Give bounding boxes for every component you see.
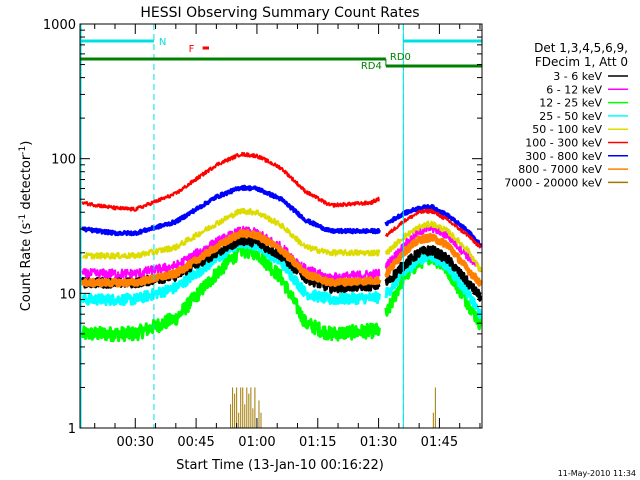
series-line-3-6keV <box>384 245 483 302</box>
legend-label: 50 - 100 keV <box>532 123 602 136</box>
rd0-label: RD0 <box>390 52 411 63</box>
legend-label: 12 - 25 keV <box>539 97 602 110</box>
x-tick-label: 01:15 <box>299 435 336 450</box>
legend-header-line2: FDecim 1, Att 0 <box>535 55 628 69</box>
series-line-6-12keV <box>81 225 381 283</box>
x-tick-label: 01:45 <box>421 435 458 450</box>
x-tick-label: 01:00 <box>238 435 275 450</box>
y-tick-label: 1 <box>68 422 76 437</box>
series-line-800-7000keV <box>80 229 382 288</box>
timestamp: 11-May-2010 11:34 <box>558 469 636 478</box>
series-line-300-800keV <box>384 203 483 248</box>
plot-frame <box>79 23 483 429</box>
x-tick-label: 00:45 <box>177 435 214 450</box>
series-line-100-300keV <box>384 208 482 249</box>
chart-title: HESSI Observing Summary Count Rates <box>140 5 419 21</box>
series-line-300-800keV <box>81 184 381 237</box>
series-line-6-12keV <box>384 222 482 273</box>
night-label: N <box>159 37 166 48</box>
legend-label: 800 - 7000 keV <box>518 163 602 176</box>
legend-label: 25 - 50 keV <box>539 110 602 123</box>
y-tick-label: 1000 <box>43 18 76 33</box>
x-axis-title: Start Time (13-Jan-10 00:16:22) <box>176 458 384 473</box>
legend-label: 300 - 800 keV <box>525 150 602 163</box>
series-line-50-100keV <box>81 207 381 260</box>
legend-label: 100 - 300 keV <box>525 137 602 150</box>
y-axis-title: Count Rate (s-1 detector-1) <box>18 141 34 312</box>
x-tick-label: 01:30 <box>360 435 397 450</box>
series-line-800-7000keV <box>384 232 483 287</box>
series-line-12-25keV <box>81 242 381 343</box>
legend-header-line1: Det 1,3,4,5,6,9, <box>534 41 628 55</box>
y-tick-label: 10 <box>59 287 76 302</box>
legend-label: 7000 - 20000 keV <box>504 176 602 189</box>
flare-label: F <box>189 44 195 55</box>
x-tick-label: 00:30 <box>117 435 154 450</box>
y-tick-label: 100 <box>51 153 76 168</box>
legend-label: 6 - 12 keV <box>546 83 602 96</box>
series-line-50-100keV <box>384 220 482 273</box>
rd4-label: RD4 <box>361 61 382 72</box>
series-line-100-300keV <box>81 151 380 212</box>
legend-label: 3 - 6 keV <box>553 70 602 83</box>
